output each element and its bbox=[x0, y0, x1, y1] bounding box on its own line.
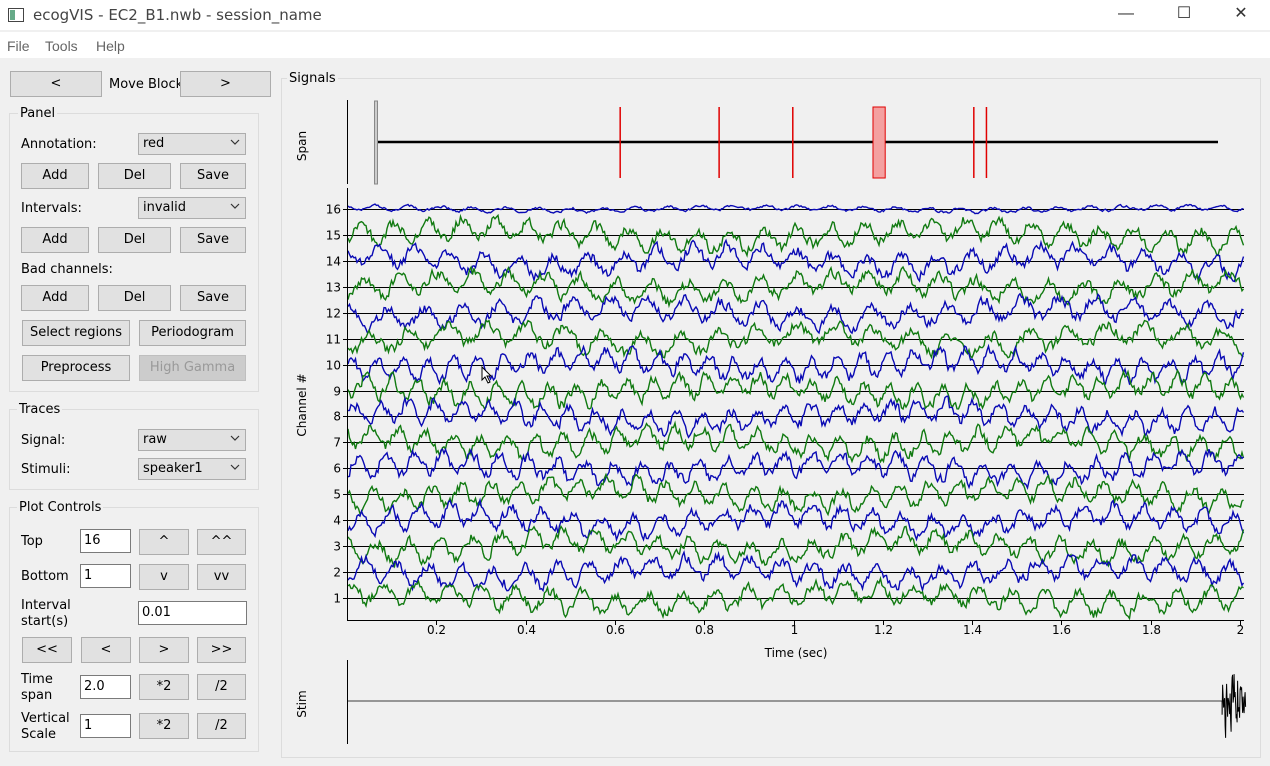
intervals-del-button[interactable]: Del bbox=[98, 227, 171, 253]
preprocess-button[interactable]: Preprocess bbox=[22, 355, 130, 381]
signal-select-value: raw bbox=[143, 432, 167, 447]
title-bar: ecogVIS - EC2_B1.nwb - session_name — ☐ … bbox=[0, 0, 1270, 30]
intervals-add-button[interactable]: Add bbox=[21, 227, 89, 253]
scroll-right-button[interactable]: > bbox=[139, 637, 189, 663]
move-block-label: Move Block bbox=[109, 77, 184, 92]
menu-bar: File Tools Help bbox=[0, 32, 1270, 58]
intervals-select[interactable]: invalid bbox=[138, 197, 246, 219]
scroll-far-left-button[interactable]: << bbox=[22, 637, 72, 663]
time-span-double-button[interactable]: *2 bbox=[139, 674, 189, 700]
interval-start-label-line2: start(s) bbox=[21, 614, 69, 629]
annotation-add-button[interactable]: Add bbox=[21, 163, 89, 189]
time-span-half-button[interactable]: /2 bbox=[197, 674, 246, 700]
scroll-far-right-button[interactable]: >> bbox=[197, 637, 246, 663]
intervals-label: Intervals: bbox=[21, 201, 82, 216]
chevron-down-icon bbox=[230, 435, 240, 441]
annotation-label: Annotation: bbox=[21, 137, 97, 152]
periodogram-button[interactable]: Periodogram bbox=[139, 320, 246, 346]
annotation-select[interactable]: red bbox=[138, 133, 246, 155]
channel-up-page-button[interactable]: ^^ bbox=[197, 529, 246, 555]
close-button[interactable]: ✕ bbox=[1234, 5, 1248, 22]
high-gamma-button[interactable]: High Gamma bbox=[139, 355, 246, 381]
stimuli-label: Stimuli: bbox=[21, 462, 71, 477]
menu-tools[interactable]: Tools bbox=[45, 38, 78, 54]
annotation-select-value: red bbox=[143, 136, 165, 151]
chevron-down-icon bbox=[230, 464, 240, 470]
menu-help[interactable]: Help bbox=[96, 38, 125, 54]
mouse-cursor-icon bbox=[481, 366, 493, 384]
move-block-next-button[interactable]: > bbox=[180, 71, 271, 97]
stimuli-select-value: speaker1 bbox=[143, 461, 203, 476]
bad-channels-save-button[interactable]: Save bbox=[180, 285, 246, 311]
app-icon bbox=[8, 8, 24, 22]
top-label: Top bbox=[21, 534, 43, 549]
bottom-channel-input[interactable]: 1 bbox=[80, 564, 131, 588]
vertical-scale-half-button[interactable]: /2 bbox=[197, 713, 246, 739]
bad-channels-add-button[interactable]: Add bbox=[21, 285, 89, 311]
menu-file[interactable]: File bbox=[7, 38, 30, 54]
plot-controls-group bbox=[9, 507, 259, 752]
time-span-label-line2: span bbox=[21, 688, 53, 703]
plot-controls-group-title: Plot Controls bbox=[17, 500, 104, 515]
traces-group bbox=[9, 409, 259, 490]
traces-group-title: Traces bbox=[17, 402, 63, 417]
signal-select[interactable]: raw bbox=[138, 429, 246, 451]
chevron-down-icon bbox=[230, 203, 240, 209]
intervals-save-button[interactable]: Save bbox=[180, 227, 246, 253]
time-span-label-line1: Time bbox=[21, 672, 53, 687]
select-regions-button[interactable]: Select regions bbox=[22, 320, 130, 346]
panel-group-title: Panel bbox=[18, 106, 58, 121]
channel-up-button[interactable]: ^ bbox=[139, 529, 189, 555]
channel-down-page-button[interactable]: vv bbox=[197, 564, 246, 590]
time-span-input[interactable]: 2.0 bbox=[80, 675, 131, 699]
intervals-select-value: invalid bbox=[143, 200, 186, 215]
annotation-del-button[interactable]: Del bbox=[98, 163, 171, 189]
scroll-left-button[interactable]: < bbox=[81, 637, 131, 663]
minimize-button[interactable]: — bbox=[1118, 5, 1134, 22]
vertical-scale-label-line1: Vertical bbox=[21, 711, 70, 726]
bottom-label: Bottom bbox=[21, 569, 69, 584]
bad-channels-label: Bad channels: bbox=[21, 262, 113, 277]
move-block-prev-button[interactable]: < bbox=[10, 71, 102, 97]
signals-group-title: Signals bbox=[287, 71, 338, 86]
interval-start-label-line1: Interval bbox=[21, 598, 71, 613]
chevron-down-icon bbox=[230, 139, 240, 145]
window-title: ecogVIS - EC2_B1.nwb - session_name bbox=[33, 6, 322, 24]
maximize-button[interactable]: ☐ bbox=[1176, 5, 1192, 22]
channel-down-button[interactable]: v bbox=[139, 564, 189, 590]
stimuli-select[interactable]: speaker1 bbox=[138, 458, 246, 480]
interval-start-input[interactable]: 0.01 bbox=[138, 601, 247, 625]
vertical-scale-input[interactable]: 1 bbox=[80, 714, 131, 738]
vertical-scale-double-button[interactable]: *2 bbox=[139, 713, 189, 739]
top-channel-input[interactable]: 16 bbox=[80, 529, 131, 553]
bad-channels-del-button[interactable]: Del bbox=[98, 285, 171, 311]
signal-label: Signal: bbox=[21, 433, 66, 448]
signals-group bbox=[281, 78, 1261, 758]
panel-group bbox=[9, 113, 259, 392]
vertical-scale-label-line2: Scale bbox=[21, 727, 56, 742]
annotation-save-button[interactable]: Save bbox=[180, 163, 246, 189]
